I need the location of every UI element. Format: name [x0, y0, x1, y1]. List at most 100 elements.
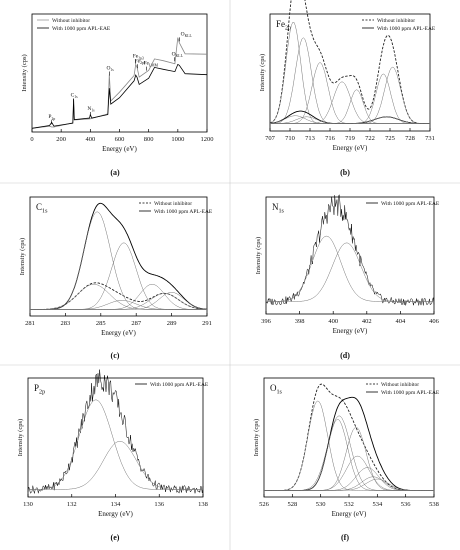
legend-entry: With 1000 ppm APL-EAE	[52, 26, 111, 32]
x-axis-label: Energy (eV)	[101, 329, 136, 337]
x-tick-label: 600	[115, 136, 125, 143]
x-tick-label: 728	[405, 135, 415, 142]
x-tick-label: 283	[61, 320, 71, 327]
x-tick-label: 396	[261, 318, 272, 325]
y-axis-label: Intensity (cps)	[19, 238, 26, 275]
x-tick-label: 538	[429, 501, 439, 508]
panel-label: (e)	[111, 533, 120, 542]
x-tick-label: 731	[425, 135, 435, 142]
panel-title: P2p	[34, 383, 45, 396]
panel-label: (c)	[111, 351, 120, 360]
panel-a: 0 200 400 600 800 1000 1200 Energy (eV) Intensit…	[21, 13, 214, 177]
x-tick-label: 536	[401, 501, 412, 508]
fit-component	[270, 116, 430, 124]
series-envelope	[30, 202, 208, 310]
x-tick-label: 134	[111, 501, 122, 508]
panel-f: 526 528 530 532 534 536 538 Energy (eV) Intensit…	[253, 377, 440, 542]
x-tick-label: 1200	[201, 136, 214, 143]
legend-entry: With 1000 ppm APL-EAE	[154, 209, 213, 215]
x-tick-label: 710	[285, 135, 295, 142]
plot-frame	[265, 196, 435, 315]
legend-entry: With 1000 ppm APL-EAE	[377, 26, 436, 32]
fit-component	[30, 284, 207, 310]
panel-label: (f)	[341, 533, 349, 542]
series-envelope	[265, 194, 435, 306]
x-tick-label: 526	[259, 501, 270, 508]
fit-component	[264, 419, 434, 491]
peak-annotation: Fe2p3	[133, 54, 144, 61]
peak-annotation: N1s	[87, 106, 95, 113]
panel-d: 396 398 400 402 404 406 Energy (eV) Intensity (…	[255, 194, 440, 360]
x-tick-label: 713	[305, 135, 315, 142]
x-tick-label: 289	[167, 320, 177, 327]
series-envelope	[264, 383, 434, 491]
fit-component	[270, 89, 430, 124]
x-axis-label: Energy (eV)	[333, 327, 368, 335]
fit-component	[270, 116, 430, 124]
peak-annotation: O1s	[106, 65, 114, 72]
y-axis-label: Intensity (cps)	[255, 237, 262, 274]
plot-frame	[27, 377, 204, 498]
legend-entry: Without inhibitor	[377, 18, 415, 24]
x-axis-label: Energy (eV)	[102, 145, 137, 153]
legend-entry: Without inhibitor	[52, 18, 90, 24]
x-tick-label: 138	[198, 501, 208, 508]
x-tick-label: 719	[345, 135, 355, 142]
fit-component	[270, 62, 430, 124]
series-line	[31, 37, 208, 129]
x-tick-label: 136	[154, 501, 165, 508]
x-tick-label: 406	[429, 318, 440, 325]
fit-component	[270, 37, 430, 124]
x-tick-label: 130	[23, 501, 33, 508]
x-tick-label: 1000	[171, 136, 184, 143]
x-axis-label: Energy (eV)	[333, 144, 368, 152]
y-axis-label: Intensity (cps)	[17, 419, 24, 456]
x-tick-label: 291	[202, 320, 212, 327]
fit-component	[266, 235, 434, 302]
y-axis-label: Intensity (cps)	[21, 54, 28, 91]
panel-label: (a)	[110, 168, 120, 177]
legend-entry: Without inhibitor	[381, 382, 419, 388]
panel-c: 281 283 285 287 289 291 Energy (eV) Intensity (…	[19, 196, 213, 360]
x-tick-label: 132	[67, 501, 77, 508]
x-axis-label: Energy (eV)	[98, 510, 133, 518]
x-tick-label: 530	[316, 501, 326, 508]
peak-annotation: FeLMM	[143, 61, 158, 68]
x-tick-label: 528	[287, 501, 297, 508]
peak-annotation: C1s	[71, 92, 79, 99]
x-tick-label: 400	[328, 318, 338, 325]
fit-component	[30, 242, 207, 310]
fit-component	[30, 292, 208, 310]
x-axis-label: Energy (eV)	[332, 510, 367, 518]
panel-title: O1s	[270, 383, 283, 396]
x-tick-label: 285	[96, 320, 106, 327]
x-tick-label: 400	[85, 136, 95, 143]
fit-component	[266, 242, 434, 302]
x-tick-label: 402	[362, 318, 372, 325]
fit-component	[269, 22, 430, 124]
fit-component	[264, 400, 434, 491]
fit-component	[30, 284, 207, 310]
x-tick-label: 532	[344, 501, 354, 508]
series-envelope	[269, 0, 430, 125]
x-tick-label: 281	[25, 320, 35, 327]
x-tick-label: 534	[372, 501, 383, 508]
legend-entry: Without inhibitor	[154, 201, 192, 207]
fit-component	[264, 427, 434, 491]
x-tick-label: 722	[365, 135, 375, 142]
x-tick-label: 800	[144, 136, 154, 143]
panel-label: (b)	[340, 168, 350, 177]
plot-frame	[29, 196, 208, 317]
fit-component	[269, 115, 430, 124]
fit-component	[28, 399, 203, 490]
x-tick-label: 398	[295, 318, 305, 325]
panel-b: 707 710 713 716 719 722 725 728 731 Energy (eV) In…	[259, 0, 436, 177]
x-tick-label: 725	[385, 135, 395, 142]
panel-e: 130 132 134 136 138 Energy (eV) Intensity (cps…	[17, 369, 209, 542]
fit-component	[264, 478, 434, 491]
peak-annotation: Fe2p1	[135, 58, 146, 65]
fit-component	[30, 293, 208, 310]
legend-entry: With 1000 ppm APL-EAE	[381, 201, 440, 207]
y-axis-label: Intensity (cps)	[253, 419, 260, 456]
